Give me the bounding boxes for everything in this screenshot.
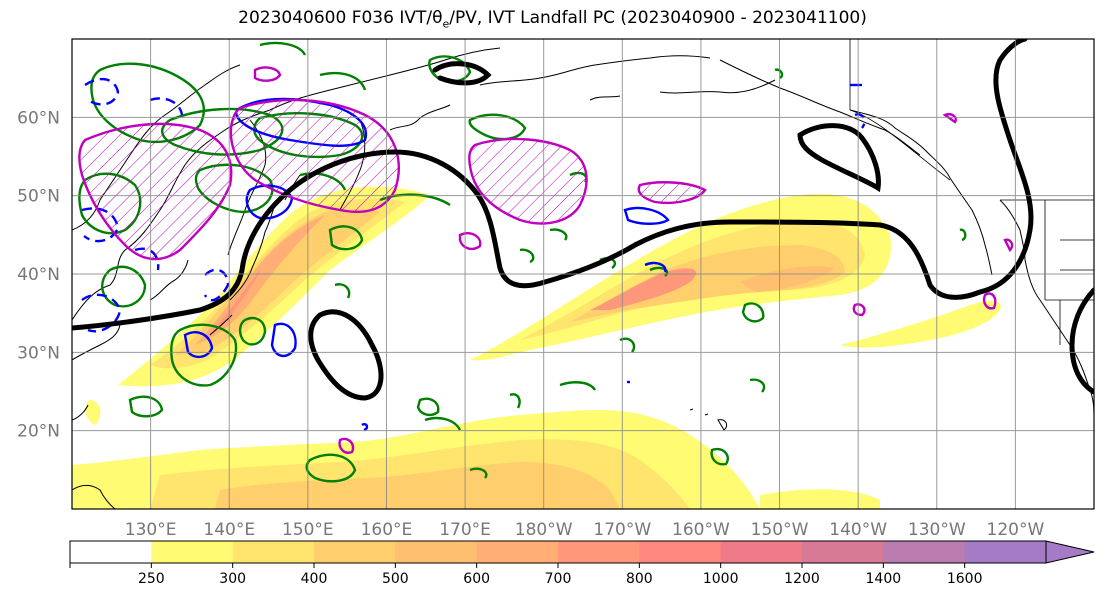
colorbar-tick-label: 400 [301,571,328,587]
lat-tick-label: 20°N [17,422,60,442]
colorbar-segment [151,541,234,563]
gridlines [72,39,1094,509]
colorbar-tick-label: 1600 [947,571,983,587]
lon-tick-label: 170°W [593,520,651,540]
colorbar-tick-label: 800 [626,571,653,587]
colorbar-segment [314,541,396,563]
colorbar-extend-arrow [1045,540,1095,564]
colorbar-segment [802,541,884,563]
lat-tick-label: 30°N [17,343,60,363]
lon-tick-label: 120°W [987,520,1045,540]
colorbar-segment [964,541,1047,563]
colorbar-tick-label: 500 [382,571,409,587]
colorbar-tick-label: 300 [219,571,246,587]
lon-tick-label: 160°E [361,520,413,540]
page-title: 2023040600 F036 IVT/θe/PV, IVT Landfall … [238,8,867,31]
lat-tick-label: 50°N [17,187,60,207]
longitude-labels: 130°E 140°E 150°E 160°E 170°E 180°W 170°W 160°W… [125,520,1045,540]
colorbar-tick-label: 1000 [703,571,739,587]
colorbar-tick-label: 600 [463,571,490,587]
colorbar-segment [395,541,478,563]
landfall-pc-contours [72,39,1094,401]
latitude-labels: 60°N 50°N 40°N 30°N 20°N [17,108,60,441]
lon-tick-label: 160°W [672,520,730,540]
lon-tick-label: 140°W [829,520,887,540]
colorbar-segment [639,541,722,563]
lon-tick-label: 130°E [125,520,177,540]
colorbar-segment [70,541,152,563]
lon-tick-label: 130°W [908,520,966,540]
lon-tick-label: 140°E [203,520,255,540]
map-layers [72,39,1094,509]
theta-e-contours [78,66,1014,454]
colorbar-tick-label: 1200 [784,571,820,587]
map-frame [71,38,1095,510]
colorbar-segment [883,541,966,563]
lat-tick-label: 60°N [17,108,60,128]
colorbar-segment [558,541,640,563]
lon-tick-label: 180°W [515,520,573,540]
lon-tick-label: 170°E [439,520,491,540]
ivt-shading [72,186,1001,509]
lon-tick-label: 150°W [751,520,809,540]
colorbar-segment [232,541,315,563]
colorbar-tick-label: 250 [138,571,165,587]
colorbar-tick-label: 700 [545,571,572,587]
lon-tick-label: 150°E [282,520,334,540]
lat-tick-label: 40°N [17,265,60,285]
colorbar-segment [476,541,559,563]
colorbar-tick-label: 1400 [866,571,902,587]
colorbar: 250 300 400 500 600 700 800 1000 1200 1400 1600 [69,540,1095,587]
colorbar-segment [720,541,803,563]
